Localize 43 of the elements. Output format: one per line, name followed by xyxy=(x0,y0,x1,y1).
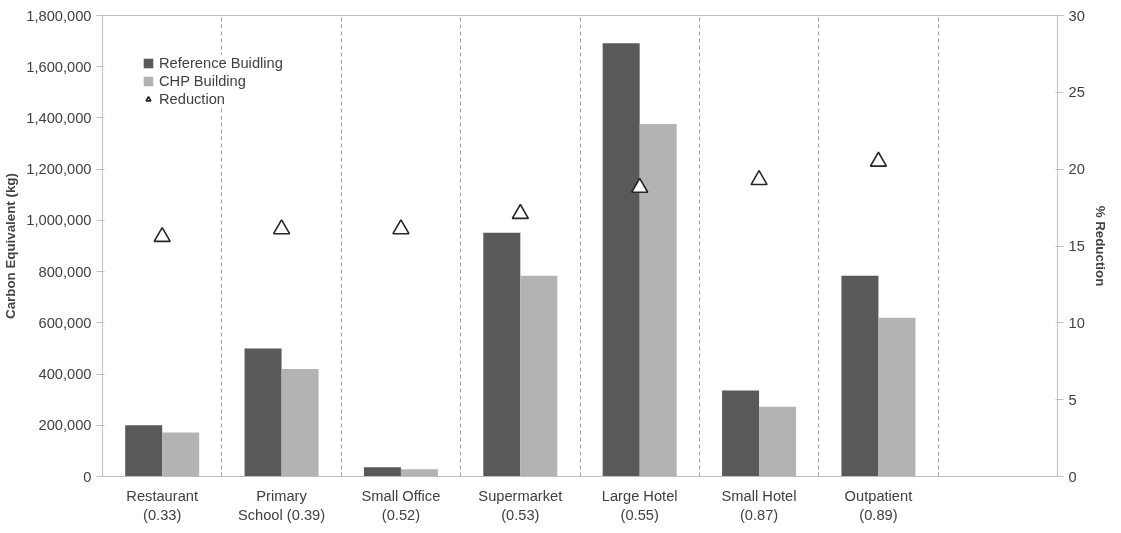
y2-tick-label: 5 xyxy=(1068,391,1077,408)
y-tick-label: 1,400,000 xyxy=(26,109,92,126)
x-tick-label: Large Hotel (0.55) xyxy=(601,487,678,523)
y2-tick-label: 10 xyxy=(1068,314,1085,331)
point xyxy=(750,169,768,186)
bar xyxy=(244,348,282,477)
y-tick-label: 200,000 xyxy=(38,417,92,434)
bar xyxy=(363,467,401,477)
y2-tick-label: 15 xyxy=(1068,238,1085,254)
bar xyxy=(125,425,163,477)
point xyxy=(392,219,410,235)
legend-label: Reference Buidling xyxy=(159,55,283,71)
x-tick-label: Restaurant (0.33) xyxy=(126,487,199,523)
y2-tick-label: 20 xyxy=(1068,161,1085,178)
y-tick-label: 1,000,000 xyxy=(26,212,92,229)
bar xyxy=(722,390,760,477)
bar xyxy=(483,232,521,477)
y2-tick-label: 30 xyxy=(1068,7,1085,24)
point xyxy=(869,151,888,167)
bar xyxy=(841,275,879,477)
x-tick-label: Small Hotel (0.87) xyxy=(721,487,797,523)
x-tick-label: Outpatient (0.89) xyxy=(844,487,913,523)
y-tick-label: 800,000 xyxy=(38,263,92,280)
bar xyxy=(602,43,640,477)
y-tick-label: 1,600,000 xyxy=(26,58,92,75)
x-tick-label: Primary School (0.39) xyxy=(237,487,326,523)
y-axis-title: Carbon Equivalent (kg) xyxy=(3,173,19,319)
y-tick-label: 600,000 xyxy=(38,314,92,331)
y-tick-label: 1,200,000 xyxy=(26,161,92,178)
y-tick-label: 1,800,000 xyxy=(26,7,92,24)
y2-tick-label: 0 xyxy=(1068,468,1077,485)
y2-tick-label: 25 xyxy=(1068,84,1085,101)
point xyxy=(272,219,291,235)
point xyxy=(153,226,171,243)
point xyxy=(511,203,530,220)
y-tick-label: 400,000 xyxy=(38,366,92,383)
point xyxy=(630,177,649,194)
y-tick-label: 0 xyxy=(83,468,92,485)
x-tick-label: Small Office (0.52) xyxy=(361,487,441,523)
legend-label: Reduction xyxy=(159,91,225,107)
legend-label: CHP Building xyxy=(159,73,246,89)
y2-axis-title: % Reduction xyxy=(1092,205,1108,287)
x-tick-label: Supermarket (0.53) xyxy=(478,487,563,523)
